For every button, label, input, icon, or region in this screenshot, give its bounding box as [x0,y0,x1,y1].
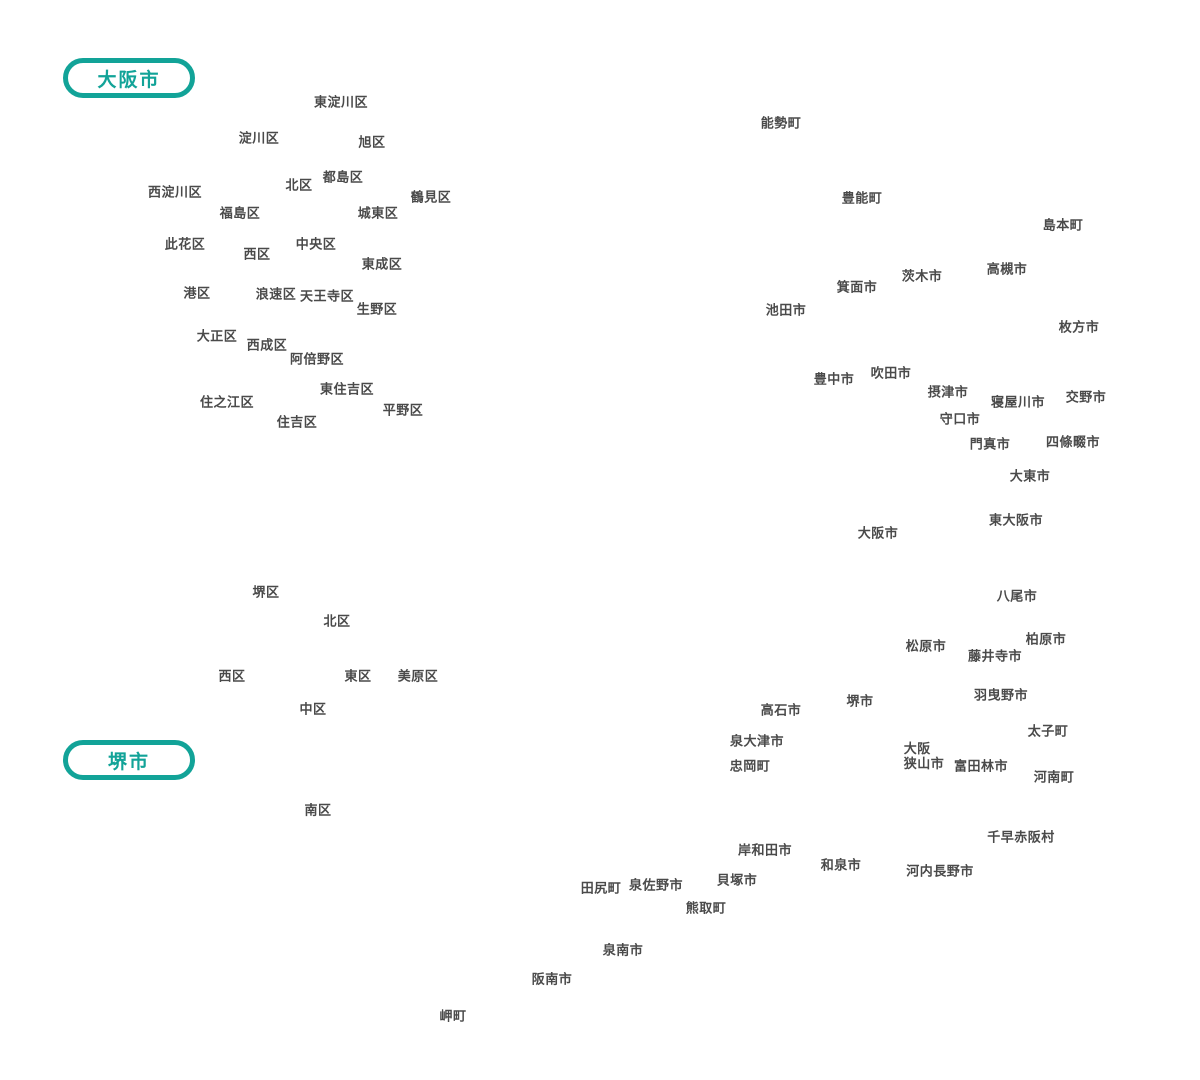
map-label-municipality[interactable]: 岸和田市 [737,842,793,858]
map-label-osaka-ward[interactable]: 都島区 [322,169,364,185]
map-label-municipality[interactable]: 豊中市 [813,371,855,387]
map-label-osaka-ward[interactable]: 此花区 [164,236,206,252]
sakai-city-badge[interactable]: 堺市 [63,740,195,780]
map-label-municipality[interactable]: 高石市 [760,702,802,718]
map-label-municipality[interactable]: 箕面市 [836,279,878,295]
map-label-municipality[interactable]: 泉大津市 [729,733,785,749]
map-label-municipality[interactable]: 阪南市 [531,971,573,987]
map-label-municipality[interactable]: 茨木市 [901,268,943,284]
map-label-osaka-ward[interactable]: 旭区 [358,134,386,150]
map-label-municipality[interactable]: 羽曳野市 [973,687,1029,703]
map-label-municipality[interactable]: 忠岡町 [729,758,771,774]
map-label-municipality[interactable]: 千早赤阪村 [987,829,1055,845]
map-label-osaka-ward[interactable]: 大正区 [196,328,238,344]
map-label-osaka-ward[interactable]: 東住吉区 [319,381,375,397]
map-label-municipality[interactable]: 富田林市 [953,758,1009,774]
map-label-osaka-ward[interactable]: 阿倍野区 [289,351,345,367]
map-label-municipality[interactable]: 河内長野市 [906,863,974,879]
map-label-municipality[interactable]: 八尾市 [996,588,1038,604]
map-label-sakai-ward[interactable]: 東区 [344,668,372,684]
map-label-municipality[interactable]: 大東市 [1009,468,1051,484]
map-label-municipality[interactable]: 池田市 [765,302,807,318]
map-label-sakai-ward[interactable]: 北区 [323,613,351,629]
map-label-osaka-ward[interactable]: 東成区 [361,256,403,272]
map-label-municipality[interactable]: 河南町 [1033,769,1075,785]
map-label-sakai-ward[interactable]: 南区 [304,802,332,818]
map-label-osaka-ward[interactable]: 西区 [243,246,271,262]
osaka-city-badge[interactable]: 大阪市 [63,58,195,98]
map-label-osaka-ward[interactable]: 鶴見区 [410,189,452,205]
map-label-osaka-ward[interactable]: 城東区 [357,205,399,221]
map-label-osaka-ward[interactable]: 中央区 [295,236,337,252]
map-label-municipality[interactable]: 熊取町 [685,900,727,916]
map-label-municipality[interactable]: 大阪 狭山市 [903,741,945,771]
map-label-municipality[interactable]: 門真市 [969,436,1011,452]
map-label-osaka-ward[interactable]: 西成区 [246,337,288,353]
map-label-municipality[interactable]: 守口市 [939,411,981,427]
map-label-municipality[interactable]: 豊能町 [841,190,883,206]
map-label-municipality[interactable]: 四條畷市 [1045,434,1101,450]
map-label-municipality[interactable]: 堺市 [846,693,874,709]
map-label-municipality[interactable]: 島本町 [1042,217,1084,233]
map-label-municipality[interactable]: 泉南市 [602,942,644,958]
map-label-osaka-ward[interactable]: 港区 [183,285,211,301]
map-label-municipality[interactable]: 大阪市 [857,525,899,541]
map-label-municipality[interactable]: 松原市 [905,638,947,654]
map-label-osaka-ward[interactable]: 福島区 [219,205,261,221]
map-label-municipality[interactable]: 交野市 [1065,389,1107,405]
sakai-city-badge-label: 堺市 [107,751,150,773]
map-label-sakai-ward[interactable]: 西区 [218,668,246,684]
map-label-osaka-ward[interactable]: 東淀川区 [313,94,369,110]
map-label-municipality[interactable]: 泉佐野市 [628,877,684,893]
map-label-osaka-ward[interactable]: 住之江区 [199,394,255,410]
map-label-osaka-ward[interactable]: 北区 [285,177,313,193]
map-label-sakai-ward[interactable]: 美原区 [397,668,439,684]
map-label-osaka-ward[interactable]: 淀川区 [238,130,280,146]
map-label-municipality[interactable]: 枚方市 [1058,319,1100,335]
map-label-municipality[interactable]: 柏原市 [1025,631,1067,647]
map-label-municipality[interactable]: 田尻町 [580,880,622,896]
osaka-city-badge-label: 大阪市 [97,69,161,91]
map-label-osaka-ward[interactable]: 西淀川区 [147,184,203,200]
map-label-sakai-ward[interactable]: 堺区 [252,584,280,600]
map-label-osaka-ward[interactable]: 天王寺区 [299,288,355,304]
map-label-osaka-ward[interactable]: 平野区 [382,402,424,418]
map-label-municipality[interactable]: 太子町 [1027,723,1069,739]
map-label-municipality[interactable]: 岬町 [439,1008,467,1024]
map-label-municipality[interactable]: 藤井寺市 [967,648,1023,664]
map-label-sakai-ward[interactable]: 中区 [299,701,327,717]
map-label-osaka-ward[interactable]: 生野区 [356,301,398,317]
map-label-municipality[interactable]: 東大阪市 [988,512,1044,528]
map-label-municipality[interactable]: 摂津市 [927,384,969,400]
map-label-municipality[interactable]: 和泉市 [820,857,862,873]
map-label-municipality[interactable]: 貝塚市 [716,872,758,888]
map-label-municipality[interactable]: 吹田市 [870,365,912,381]
map-label-osaka-ward[interactable]: 住吉区 [276,414,318,430]
map-label-municipality[interactable]: 能勢町 [760,115,802,131]
map-label-municipality[interactable]: 寝屋川市 [990,394,1046,410]
map-label-osaka-ward[interactable]: 浪速区 [255,286,297,302]
map-label-municipality[interactable]: 高槻市 [986,261,1028,277]
